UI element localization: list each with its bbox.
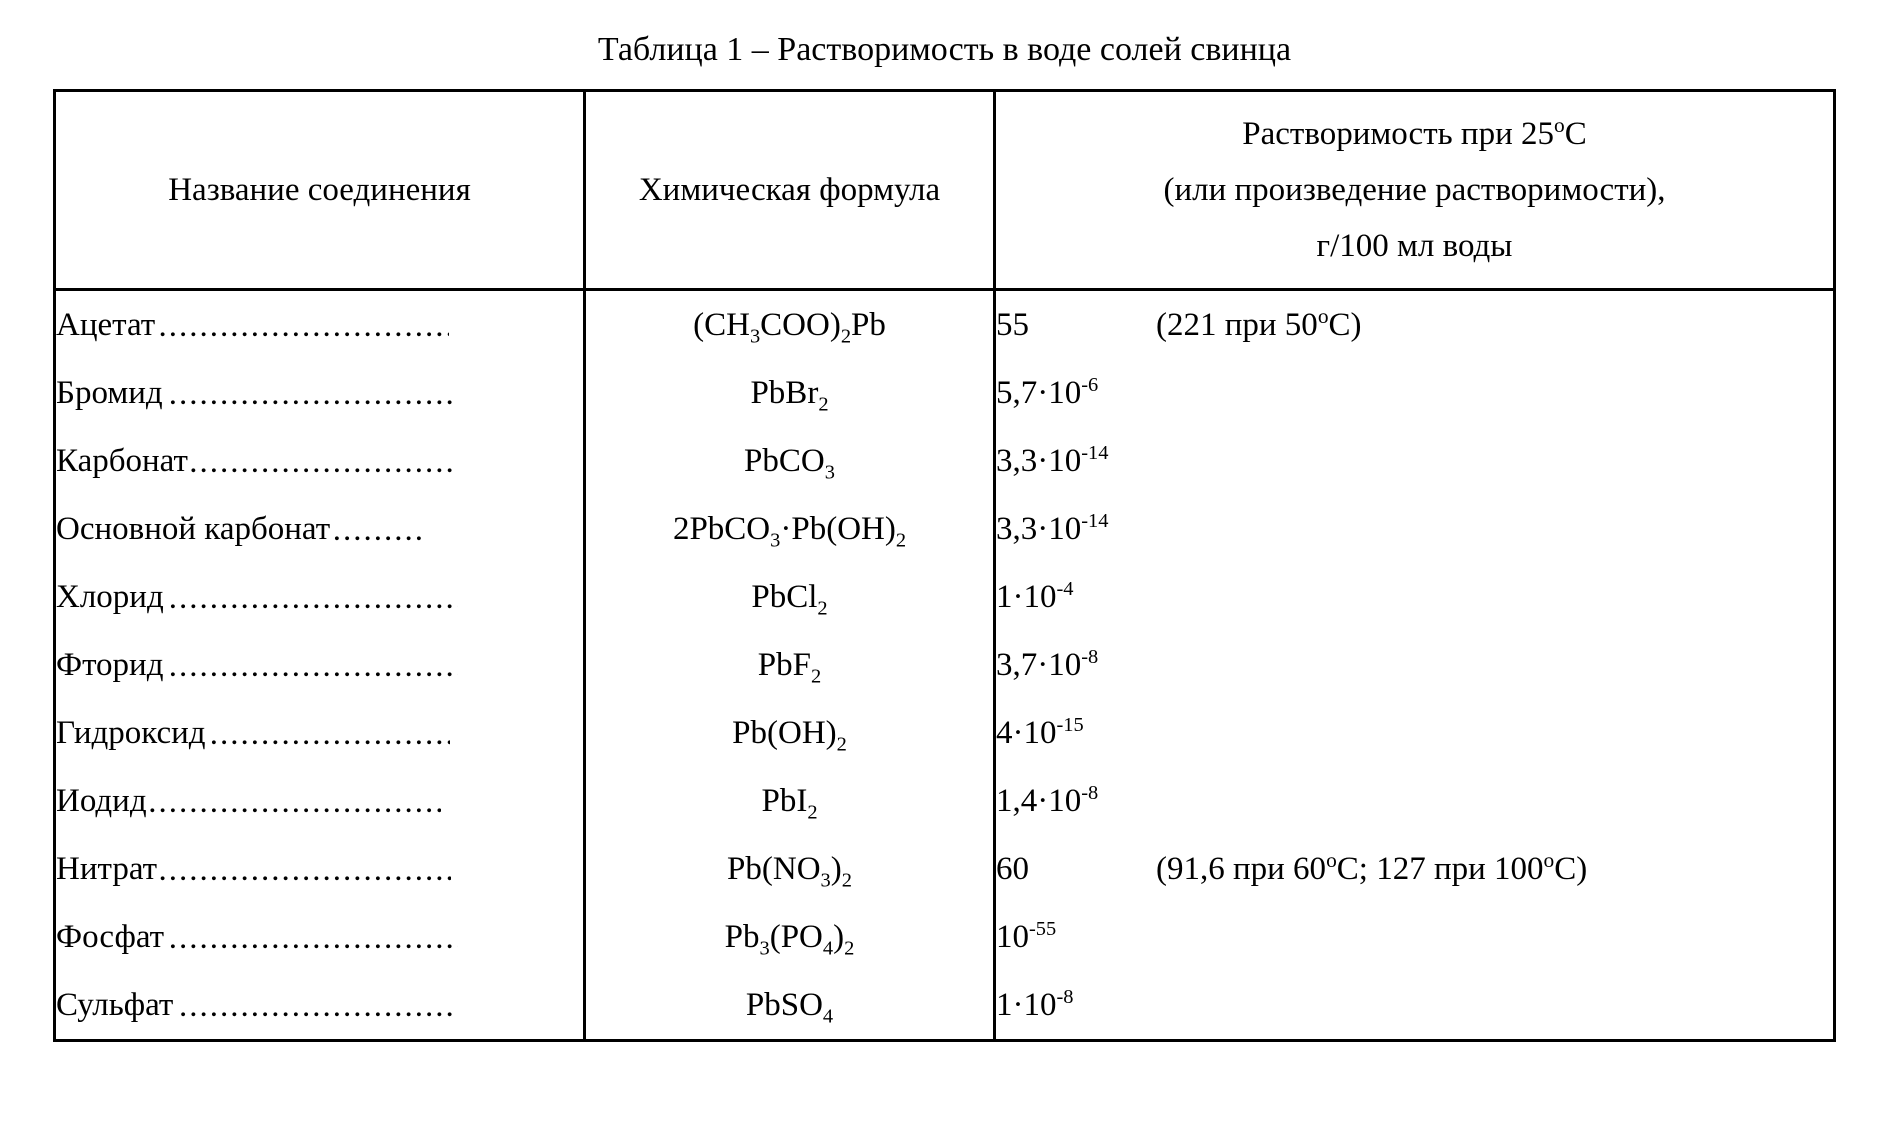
solubility-value-cell: 1·10-8 [995, 971, 1835, 1041]
table-body: ........................................… [55, 290, 1835, 1041]
compound-name: Карбонат [56, 445, 190, 478]
compound-name-cell: ........................................… [55, 359, 585, 427]
compound-name: Хлорид [56, 581, 166, 614]
solubility-value-extra: (221 при 50оC) [1156, 291, 1362, 359]
compound-formula: (CH3COO)2Pb [585, 290, 995, 360]
col-header-name: Название соединения [55, 90, 585, 289]
solubility-value-main: 5,7·10-6 [996, 359, 1156, 427]
compound-formula: Pb3(PO4)2 [585, 903, 995, 971]
table-row: ........................................… [55, 631, 1835, 699]
solubility-value-cell: 4·10-15 [995, 699, 1835, 767]
solubility-value-main: 3,3·10-14 [996, 495, 1156, 563]
compound-name: Фторид [56, 649, 166, 682]
compound-name: Фосфат [56, 921, 166, 954]
compound-name: Ацетат [56, 309, 157, 342]
solubility-value-cell: 60(91,6 при 60оC; 127 при 100оC) [995, 835, 1835, 903]
table-row: ........................................… [55, 835, 1835, 903]
solubility-value-main: 10-55 [996, 903, 1156, 971]
solubility-value-main: 1,4·10-8 [996, 767, 1156, 835]
col-header-formula: Химическая формула [585, 90, 995, 289]
solubility-table: Название соединения Химическая формула Р… [53, 89, 1836, 1042]
solubility-value-extra: (91,6 при 60оC; 127 при 100оC) [1156, 835, 1587, 903]
compound-name: Нитрат [56, 853, 159, 886]
table-row: ........................................… [55, 767, 1835, 835]
compound-name-cell: ........................................… [55, 767, 585, 835]
table-row: ........................................… [55, 495, 1835, 563]
solubility-value-cell: 10-55 [995, 903, 1835, 971]
solubility-value-cell: 1,4·10-8 [995, 767, 1835, 835]
col-header-solubility: Растворимость при 25оC (или произведение… [995, 90, 1835, 289]
compound-name-cell: ........................................… [55, 427, 585, 495]
solubility-value-cell: 3,3·10-14 [995, 427, 1835, 495]
compound-name-cell: ........................................… [55, 971, 585, 1041]
solubility-value-main: 60 [996, 835, 1156, 903]
solubility-value-cell: 3,3·10-14 [995, 495, 1835, 563]
compound-name-cell: ........................................… [55, 835, 585, 903]
compound-name-cell: ........................................… [55, 631, 585, 699]
table-header-row: Название соединения Химическая формула Р… [55, 90, 1835, 289]
compound-name-cell: ........................................… [55, 699, 585, 767]
compound-name-cell: ........................................… [55, 290, 585, 360]
col-header-solubility-line3: г/100 мл воды [1317, 228, 1513, 264]
solubility-value-main: 1·10-4 [996, 563, 1156, 631]
compound-name: Бромид [56, 377, 165, 410]
solubility-value-main: 1·10-8 [996, 971, 1156, 1039]
compound-name-cell: ........................................… [55, 563, 585, 631]
compound-formula: PbBr2 [585, 359, 995, 427]
compound-formula: PbCO3 [585, 427, 995, 495]
solubility-value-main: 3,7·10-8 [996, 631, 1156, 699]
compound-name: Иодид [56, 785, 149, 818]
table-caption: Таблица 1 – Растворимость в воде солей с… [50, 30, 1839, 71]
col-header-solubility-line2: (или произведение растворимости), [1163, 172, 1665, 208]
compound-formula: Pb(NO3)2 [585, 835, 995, 903]
compound-formula: 2PbCO3·Pb(OH)2 [585, 495, 995, 563]
compound-formula: PbCl2 [585, 563, 995, 631]
solubility-value-main: 55 [996, 291, 1156, 359]
table-row: ........................................… [55, 699, 1835, 767]
table-row: ........................................… [55, 563, 1835, 631]
solubility-value-cell: 55(221 при 50оC) [995, 290, 1835, 360]
compound-formula: Pb(OH)2 [585, 699, 995, 767]
table-row: ........................................… [55, 903, 1835, 971]
compound-formula: PbSO4 [585, 971, 995, 1041]
compound-formula: PbI2 [585, 767, 995, 835]
solubility-value-main: 3,3·10-14 [996, 427, 1156, 495]
table-row: ........................................… [55, 290, 1835, 360]
compound-name: Гидроксид [56, 717, 208, 750]
table-row: ........................................… [55, 427, 1835, 495]
table-row: ........................................… [55, 359, 1835, 427]
solubility-value-cell: 5,7·10-6 [995, 359, 1835, 427]
compound-name: Основной карбонат [56, 513, 332, 546]
compound-name: Сульфат [56, 989, 175, 1022]
compound-name-cell: ........................................… [55, 903, 585, 971]
solubility-value-main: 4·10-15 [996, 699, 1156, 767]
compound-name-cell: ........................................… [55, 495, 585, 563]
compound-formula: PbF2 [585, 631, 995, 699]
col-header-solubility-line1: Растворимость при 25оC [1242, 116, 1586, 152]
solubility-value-cell: 3,7·10-8 [995, 631, 1835, 699]
solubility-value-cell: 1·10-4 [995, 563, 1835, 631]
table-row: ........................................… [55, 971, 1835, 1041]
